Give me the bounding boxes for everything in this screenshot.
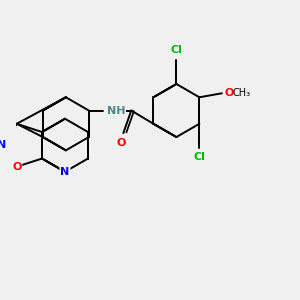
Text: O: O: [225, 88, 234, 98]
Text: N: N: [60, 167, 70, 177]
Text: O: O: [12, 162, 21, 172]
Text: O: O: [117, 138, 126, 148]
Text: Cl: Cl: [194, 152, 205, 162]
Text: Cl: Cl: [170, 45, 182, 56]
Text: NH: NH: [106, 106, 125, 116]
Text: N: N: [0, 140, 6, 150]
Text: CH₃: CH₃: [232, 88, 250, 98]
